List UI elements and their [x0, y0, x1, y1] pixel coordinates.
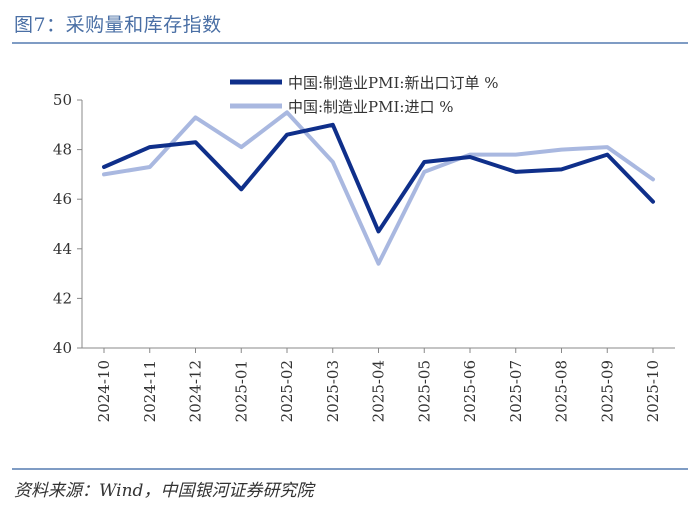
series-group	[102, 110, 655, 266]
x-tick-label: 2025-02	[278, 360, 296, 422]
x-axis: 2024-10 2024-11 2024-12 2025-01 2025-02 2025-…	[82, 347, 675, 422]
y-tick-label: 46	[53, 190, 72, 208]
x-tick-label: 2024-10	[95, 360, 113, 422]
x-tick-label: 2025-08	[553, 360, 571, 422]
source-note: 资料来源：Wind，中国银河证券研究院	[14, 481, 314, 501]
y-axis: 40 42 44 46 48 50	[53, 91, 83, 357]
y-tick-label: 42	[53, 289, 72, 307]
series-line	[102, 122, 655, 234]
x-tick-label: 2025-04	[370, 360, 388, 422]
y-tick-label: 44	[53, 240, 72, 258]
legend-label: 中国:制造业PMI:进口 %	[288, 98, 454, 116]
legend-label: 中国:制造业PMI:新出口订单 %	[288, 74, 499, 92]
y-tick-label: 48	[53, 141, 72, 159]
source-divider	[12, 468, 688, 470]
series-line	[102, 110, 655, 266]
x-tick-label: 2025-03	[324, 360, 342, 422]
x-tick-label: 2025-01	[232, 360, 250, 422]
y-tick-label: 40	[53, 339, 72, 357]
figure-title: 图7：采购量和库存指数	[14, 14, 222, 36]
x-tick-label: 2025-07	[507, 360, 525, 422]
legend: 中国:制造业PMI:新出口订单 % 中国:制造业PMI:进口 %	[230, 74, 499, 116]
x-tick-label: 2025-10	[644, 360, 662, 422]
line-chart: 40 42 44 46 48 50 2024-10 2024-11 2024-12 2025-0…	[53, 74, 675, 422]
y-tick-label: 50	[53, 91, 72, 109]
title-divider	[12, 42, 688, 44]
x-tick-label: 2025-09	[598, 360, 616, 422]
x-tick-label: 2024-11	[141, 360, 159, 422]
x-tick-label: 2025-05	[415, 360, 433, 422]
x-tick-label: 2025-06	[461, 360, 479, 422]
x-tick-label: 2024-12	[187, 360, 205, 422]
